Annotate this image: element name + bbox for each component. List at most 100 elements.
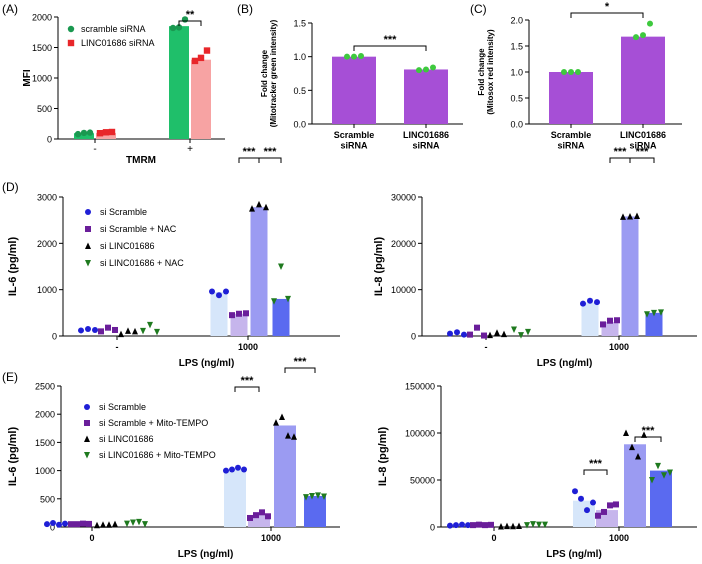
data-point [651,309,657,317]
sig-label: *** [642,425,656,437]
data-point [561,69,567,75]
data-point [105,324,111,331]
y-tick-label: 1.5 [510,42,523,52]
data-point [74,521,80,528]
data-point [470,522,476,529]
x-axis-label: LPS (ng/ml) [546,549,602,560]
bar [332,56,376,124]
data-point [68,521,74,528]
bar [248,515,270,527]
data-point [530,521,536,528]
panel-label: (D) [2,180,19,194]
x-tick-label: 0 [89,533,94,543]
data-point [86,129,94,136]
data-point [56,521,62,528]
data-point [644,311,650,318]
data-point [601,508,607,515]
data-point [265,513,271,520]
data-point [130,519,136,526]
bar [272,298,290,336]
data-point [511,326,517,334]
legend-label: si Scramble [100,207,147,217]
y-tick-label: 1000 [35,466,55,476]
data-point [235,464,241,471]
bar [250,207,268,336]
legend-label: scramble siRNA [81,24,146,34]
data-point [416,67,422,74]
data-point [358,52,364,59]
y-tick-label: 2000 [37,239,57,249]
y-tick-label: 150000 [405,382,435,392]
y-tick-label: 20000 [391,239,416,249]
data-point [614,317,620,324]
data-point [321,493,327,501]
data-point [620,213,626,220]
y-tick-label: 1500 [32,43,52,53]
data-point [590,499,596,506]
data-point [203,47,211,54]
data-point [112,520,118,528]
data-point [667,469,673,476]
y-tick-label: 0.0 [510,120,523,130]
data-point [78,327,84,334]
data-point [175,24,183,31]
y-tick-label: 1000 [32,74,52,84]
sig-label: *** [243,146,257,158]
y-tick-label: 0 [411,332,416,342]
bar [650,470,672,527]
data-point [510,522,516,530]
bar [404,69,448,124]
x-tick-label: LINC01686 siRNA [620,130,666,150]
data-point [661,472,667,479]
sig-bracket [258,157,282,163]
bar [210,291,228,336]
data-point [209,288,215,295]
data-point [476,521,482,528]
y-axis-label: IL-8 (pg/ml) [373,237,385,297]
data-point [635,453,641,460]
y-axis-label: Fold change(Mitosox red intensity) [477,29,495,115]
data-point [518,332,524,339]
data-point [50,520,56,527]
data-point [273,419,279,426]
y-axis-label: IL-6 (pg/ml) [7,237,19,297]
data-point [525,328,531,336]
y-tick-label: 0 [430,523,435,533]
data-point [247,514,253,521]
data-point [595,512,601,519]
bar [274,425,296,527]
data-point [641,431,647,438]
x-tick-label: 1000 [238,342,258,352]
data-point [132,327,138,335]
sig-b-bracket [353,45,427,51]
legend-marker [84,435,90,442]
legend-label: si Scramble [99,402,146,412]
bar [169,26,189,139]
data-point [351,53,357,60]
legend-marker [85,226,91,232]
y-axis-label: Fold change(Mitotracker green intensity) [260,19,278,127]
data-point [629,443,635,451]
data-point [482,522,488,529]
data-point [197,54,205,62]
data-point [191,57,199,65]
y-tick-label: 100000 [405,429,435,439]
data-point [80,520,86,527]
data-point [613,501,619,508]
bar [581,302,599,336]
data-point [501,330,507,338]
y-axis-label: MFI [22,69,33,86]
legend-label: si LINC01686 + NAC [100,258,184,268]
legend-label: LINC01686 siRNA [81,38,155,48]
y-axis-label: IL-6 (pg/ml) [7,427,19,487]
data-point [524,522,530,529]
data-point [584,507,590,514]
sig-label: *** [589,458,603,470]
legend-label: si Scramble + NAC [100,224,177,234]
x-axis-label: LPS (ng/ml) [537,358,593,369]
data-point [253,512,259,519]
x-tick-label: Scramble siRNA [334,130,375,150]
y-tick-label: 1.5 [293,19,306,29]
bar [621,216,639,336]
sig-bracket [609,157,631,163]
